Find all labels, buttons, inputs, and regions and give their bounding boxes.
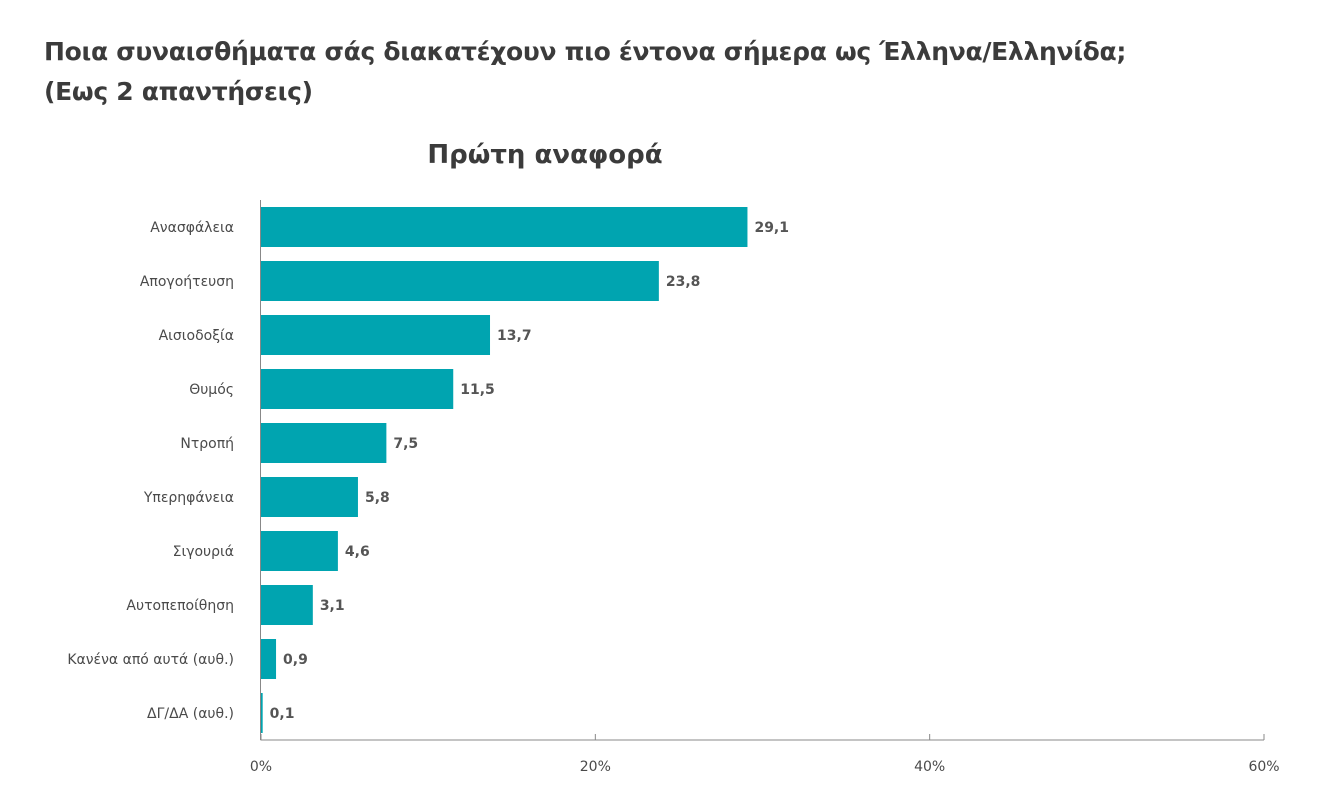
data-label: 13,7 [497,328,532,344]
x-tick-label: 40% [914,759,945,775]
axis-layer: 0% 20% 40% 60% [250,200,1280,775]
data-label: 23,8 [666,274,701,290]
question-line-1: Ποια συναισθήματα σάς διακατέχουν πιο έν… [44,37,1127,66]
data-label: 0,9 [283,652,308,668]
category-label: Ντροπή [180,436,234,452]
bar [261,693,263,733]
x-tick-label: 60% [1248,759,1279,775]
question-title: Ποια συναισθήματα σάς διακατέχουν πιο έν… [44,32,1126,112]
data-label: 11,5 [460,382,495,398]
data-label: 0,1 [270,706,295,722]
category-label: Αυτοπεποίθηση [126,598,234,614]
bar [261,639,277,679]
bar [261,315,491,355]
category-label: Ανασφάλεια [150,220,234,236]
category-label: Απογοήτευση [140,274,234,290]
bar [261,423,387,463]
bar [261,477,358,517]
data-label: 29,1 [754,220,789,236]
bar [261,207,748,247]
data-label: 4,6 [345,544,370,560]
data-label: 7,5 [393,436,418,452]
category-label: Κανένα από αυτά (αυθ.) [67,652,234,668]
x-tick-label: 20% [580,759,611,775]
bar [261,369,454,409]
data-label: 5,8 [365,490,390,506]
bars-layer: Ανασφάλεια 29,1 Απογοήτευση 23,8 Αισιοδοξία 1… [67,207,789,733]
category-label: Θυμός [189,382,234,398]
category-label: Σιγουριά [173,544,234,560]
category-label: Αισιοδοξία [159,328,234,344]
bar [261,531,338,571]
chart-title: Πρώτη αναφορά [427,140,663,170]
bar [261,585,313,625]
category-label: Υπερηφάνεια [143,490,234,506]
data-label: 3,1 [320,598,345,614]
bar [261,261,659,301]
x-tick-label: 0% [250,759,272,775]
question-line-2: (Εως 2 απαντήσεις) [44,77,313,106]
category-label: ΔΓ/ΔΑ (αυθ.) [147,706,234,722]
